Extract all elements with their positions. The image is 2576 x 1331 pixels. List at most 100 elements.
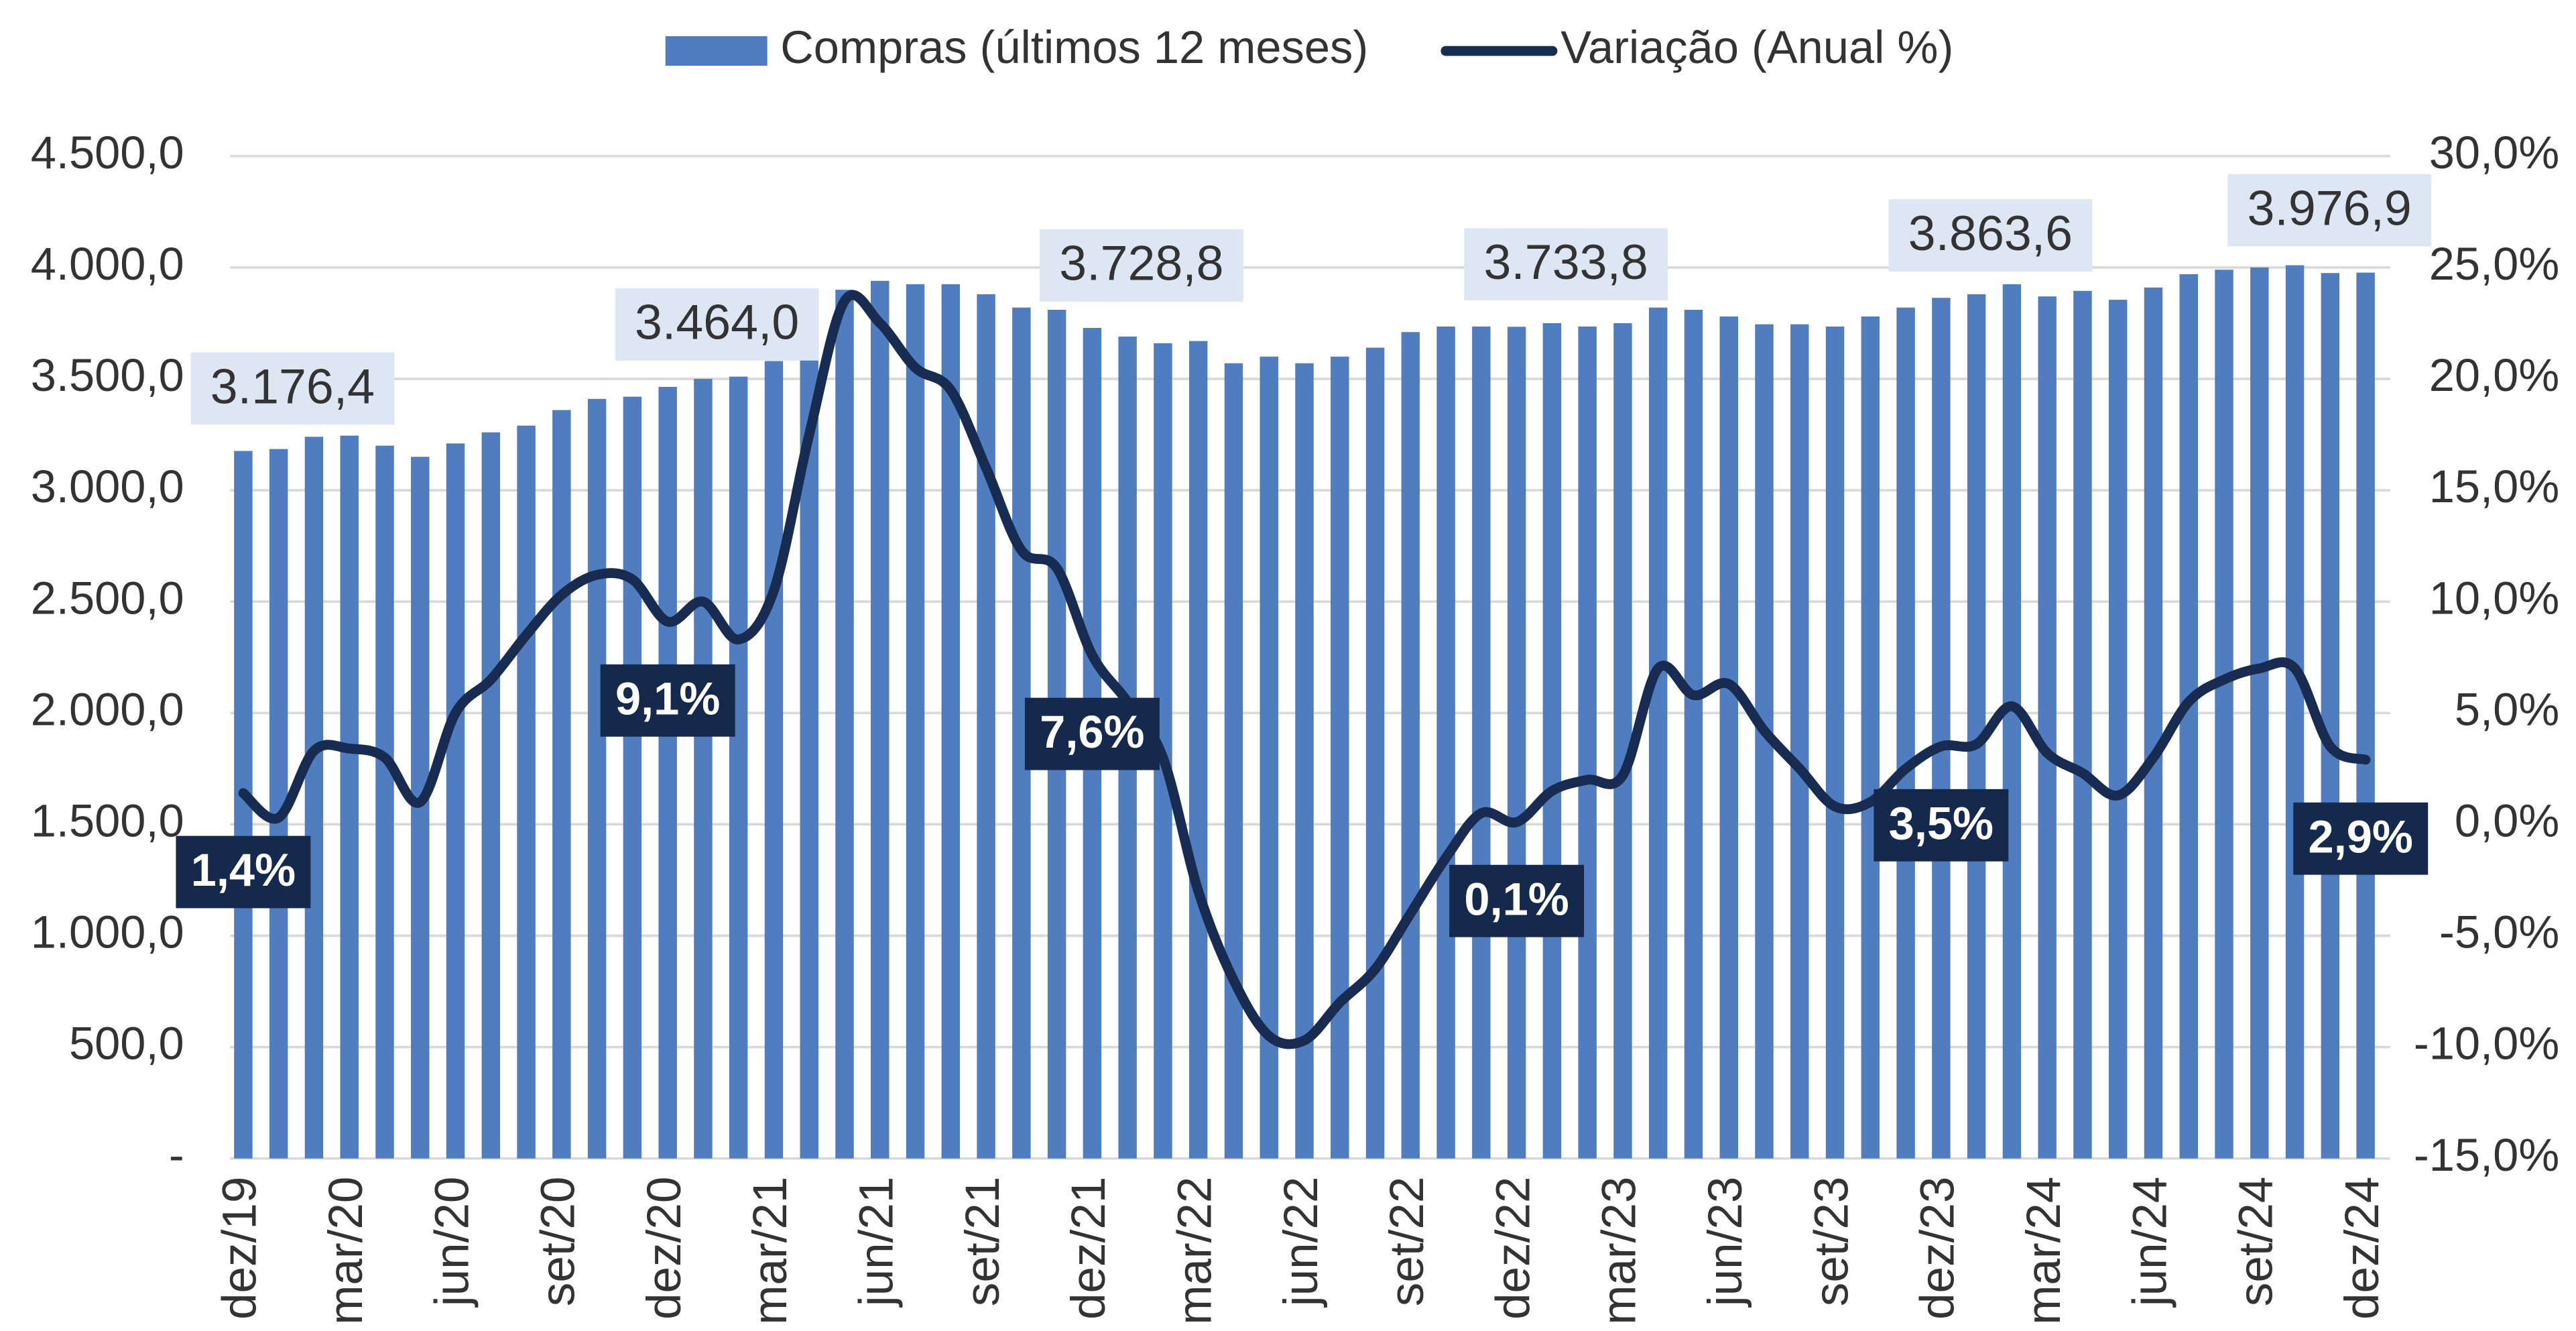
bar bbox=[2285, 265, 2305, 1159]
y-tick-label: 3.000,0 bbox=[31, 461, 184, 512]
x-tick-label: dez/21 bbox=[1062, 1177, 1115, 1320]
data-label: 3.733,8 bbox=[1484, 234, 1648, 290]
bar bbox=[1896, 307, 1915, 1159]
x-tick-label: mar/22 bbox=[1168, 1177, 1221, 1325]
y2-tick-label: 10,0% bbox=[2429, 572, 2560, 624]
x-tick-label: dez/24 bbox=[2336, 1177, 2389, 1320]
y2-tick-label: 30,0% bbox=[2429, 127, 2560, 178]
y-tick-label: 4.000,0 bbox=[31, 238, 184, 290]
data-label: 3,5% bbox=[1889, 797, 1994, 849]
data-label-box bbox=[1024, 697, 1160, 770]
bar bbox=[1224, 363, 1243, 1159]
x-tick-label: jun/21 bbox=[851, 1177, 904, 1308]
bar bbox=[977, 294, 995, 1159]
data-label: 3.464,0 bbox=[635, 294, 799, 350]
data-label-box bbox=[2293, 802, 2429, 875]
data-label-box bbox=[2227, 174, 2432, 247]
bar bbox=[411, 457, 430, 1159]
bar bbox=[446, 443, 465, 1159]
y-tick-label: 2.000,0 bbox=[31, 683, 184, 735]
y2-tick-label: -10,0% bbox=[2414, 1018, 2559, 1069]
bar bbox=[764, 361, 784, 1159]
x-tick-label: dez/20 bbox=[638, 1177, 691, 1320]
bar bbox=[1401, 332, 1420, 1159]
x-tick-label: dez/22 bbox=[1487, 1177, 1540, 1320]
data-label: 2,9% bbox=[2309, 811, 2413, 862]
x-tick-label: set/23 bbox=[1805, 1177, 1858, 1307]
bar bbox=[340, 435, 359, 1159]
x-tick-label: set/24 bbox=[2230, 1177, 2283, 1307]
bar bbox=[1790, 324, 1809, 1159]
bar bbox=[1684, 310, 1703, 1159]
data-label: 7,6% bbox=[1040, 706, 1144, 758]
bar bbox=[1331, 356, 1349, 1159]
y-tick-label: 2.500,0 bbox=[31, 572, 184, 624]
legend-swatch bbox=[665, 36, 768, 66]
bar bbox=[2108, 300, 2128, 1159]
x-tick-label: jun/23 bbox=[1699, 1177, 1752, 1308]
x-tick-label: jun/20 bbox=[426, 1177, 479, 1308]
y2-tick-label: -5,0% bbox=[2439, 907, 2559, 958]
x-tick-label: mar/20 bbox=[320, 1177, 373, 1325]
y-tick-label: 500,0 bbox=[69, 1018, 184, 1069]
y2-tick-label: 0,0% bbox=[2455, 795, 2559, 847]
bar bbox=[1436, 326, 1455, 1159]
x-tick-label: mar/21 bbox=[744, 1177, 797, 1325]
bar bbox=[304, 437, 324, 1159]
y2-tick-label: 5,0% bbox=[2455, 683, 2559, 735]
y-tick-label: - bbox=[169, 1129, 184, 1181]
y-tick-label: 1.500,0 bbox=[31, 795, 184, 847]
data-label-box bbox=[1039, 229, 1243, 302]
bar bbox=[1613, 323, 1632, 1159]
bar bbox=[517, 425, 536, 1159]
bar bbox=[2321, 273, 2340, 1159]
x-tick-label: jun/22 bbox=[1275, 1177, 1328, 1308]
bar bbox=[1967, 294, 1986, 1159]
bar bbox=[1578, 326, 1597, 1159]
data-label-box bbox=[190, 352, 395, 425]
bar bbox=[2002, 284, 2022, 1159]
y2-tick-label: 15,0% bbox=[2429, 461, 2560, 512]
bar bbox=[1365, 347, 1385, 1159]
data-label: 3.728,8 bbox=[1059, 235, 1223, 291]
legend-label: Variação (Anual %) bbox=[1560, 21, 1953, 73]
data-label-box bbox=[600, 664, 735, 737]
bar bbox=[2073, 290, 2092, 1159]
bar bbox=[1542, 323, 1562, 1159]
legend-label: Compras (últimos 12 meses) bbox=[780, 21, 1368, 73]
data-label: 0,1% bbox=[1464, 873, 1569, 925]
bar bbox=[2215, 270, 2233, 1159]
bar bbox=[694, 379, 713, 1159]
bar bbox=[1648, 307, 1668, 1159]
data-label: 1,4% bbox=[191, 844, 296, 896]
bar bbox=[1507, 327, 1526, 1159]
bar bbox=[2144, 287, 2163, 1159]
bar bbox=[1188, 341, 1208, 1159]
bar bbox=[1861, 316, 1880, 1159]
data-label-box bbox=[176, 835, 311, 909]
x-tick-label: mar/24 bbox=[2018, 1177, 2071, 1325]
bar bbox=[1472, 326, 1491, 1159]
y2-tick-label: 25,0% bbox=[2429, 238, 2560, 290]
x-tick-label: mar/23 bbox=[1593, 1177, 1646, 1325]
x-tick-label: dez/23 bbox=[1912, 1177, 1965, 1320]
bar bbox=[2038, 296, 2057, 1159]
x-tick-label: dez/19 bbox=[214, 1177, 267, 1320]
line bbox=[238, 290, 2371, 1049]
data-label: 3.976,9 bbox=[2248, 180, 2412, 235]
bar bbox=[587, 398, 607, 1159]
data-label: 9,1% bbox=[615, 673, 720, 724]
x-tick-label: set/21 bbox=[957, 1177, 1009, 1307]
bar bbox=[2250, 267, 2269, 1159]
bar bbox=[658, 386, 677, 1159]
bar bbox=[1825, 326, 1845, 1159]
y2-tick-label: 20,0% bbox=[2429, 349, 2560, 401]
bar bbox=[941, 284, 961, 1159]
bar bbox=[481, 432, 501, 1159]
x-tick-label: jun/24 bbox=[2124, 1177, 2176, 1308]
data-label-box bbox=[1464, 228, 1668, 301]
bar bbox=[1932, 298, 1951, 1159]
data-label-box bbox=[1874, 789, 2009, 862]
data-label-box bbox=[1449, 864, 1585, 937]
y-tick-label: 1.000,0 bbox=[31, 907, 184, 958]
